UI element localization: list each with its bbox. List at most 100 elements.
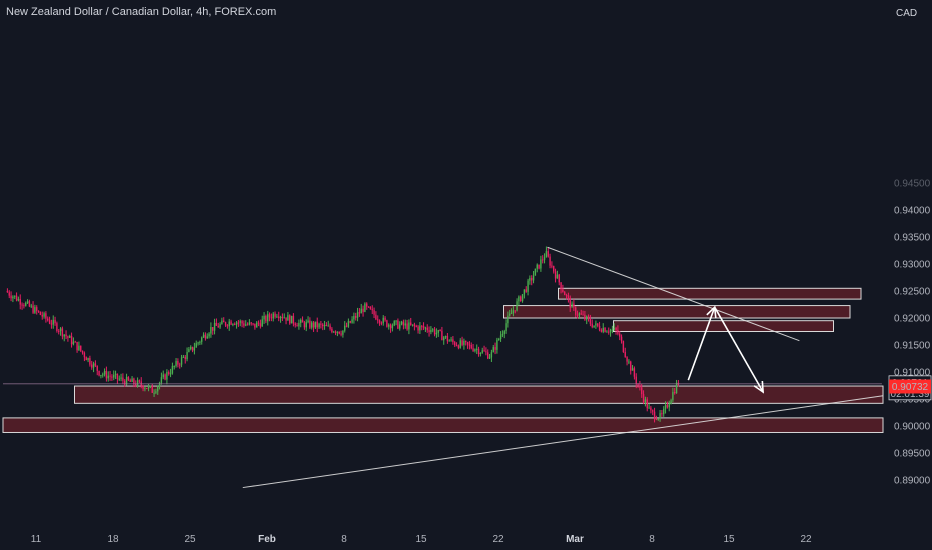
candle-down xyxy=(413,324,416,327)
candle-up xyxy=(505,323,507,332)
candle-up xyxy=(503,331,505,334)
candle-up xyxy=(290,315,293,324)
candle-down xyxy=(281,316,284,318)
candle-up xyxy=(201,337,203,342)
candle-down xyxy=(15,295,18,301)
candle-down xyxy=(421,325,423,327)
candle-down xyxy=(560,282,562,290)
x-tick-label: Mar xyxy=(566,534,584,545)
candle-up xyxy=(149,385,152,387)
candle-down xyxy=(514,310,516,312)
candle-down xyxy=(61,328,64,337)
candle-up xyxy=(490,352,493,358)
candle-down xyxy=(422,326,425,328)
candle-down xyxy=(355,316,357,318)
candle-up xyxy=(197,342,199,344)
candle-down xyxy=(111,376,113,378)
candle-up xyxy=(199,341,201,343)
candle-down xyxy=(105,370,108,379)
candle-down xyxy=(547,251,549,257)
candle-down xyxy=(74,341,76,343)
candle-down xyxy=(142,385,144,389)
candle-up xyxy=(261,319,263,327)
candle-down xyxy=(653,411,656,419)
candle-up xyxy=(586,316,588,320)
candle-down xyxy=(274,313,276,317)
candle-down xyxy=(386,320,388,327)
candle-up xyxy=(232,323,234,325)
resistance-zone-top xyxy=(558,287,862,300)
candle-down xyxy=(47,318,49,321)
candle-up xyxy=(488,357,491,359)
candle-up xyxy=(87,358,89,361)
candle-down xyxy=(433,329,436,335)
candle-up xyxy=(391,325,394,329)
currency-label: CAD xyxy=(896,8,918,19)
candle-down xyxy=(331,328,333,333)
candle-up xyxy=(72,341,75,345)
marker-price-label: 0.90732 xyxy=(892,382,929,393)
candle-up xyxy=(318,323,320,328)
candle-down xyxy=(70,335,73,345)
candle-up xyxy=(114,373,117,375)
candle-down xyxy=(215,322,218,326)
candle-down xyxy=(378,320,381,323)
candle-down xyxy=(45,313,47,319)
y-tick-label: 0.94000 xyxy=(894,206,931,217)
candle-up xyxy=(399,324,401,329)
candle-up xyxy=(411,324,414,326)
candle-up xyxy=(351,319,353,323)
candle-up xyxy=(300,319,302,323)
candle-up xyxy=(360,308,362,314)
candle-down xyxy=(6,291,9,293)
candle-down xyxy=(320,323,322,325)
candle-up xyxy=(545,251,548,258)
candle-up xyxy=(450,339,452,341)
candle-down xyxy=(138,380,141,382)
drawings-layer xyxy=(3,246,884,489)
candle-down xyxy=(367,306,370,308)
candle-up xyxy=(523,289,526,295)
candle-down xyxy=(608,331,610,333)
candle-up xyxy=(510,313,513,315)
candle-up xyxy=(664,404,667,409)
candle-up xyxy=(518,296,520,302)
candle-down xyxy=(127,376,130,381)
x-tick-label: 8 xyxy=(649,534,655,545)
candle-up xyxy=(507,315,509,324)
candle-down xyxy=(565,295,568,297)
candle-down xyxy=(67,336,69,338)
candle-down xyxy=(285,317,287,321)
candle-up xyxy=(276,316,278,318)
candle-up xyxy=(283,317,285,319)
candle-up xyxy=(595,323,597,326)
candle-up xyxy=(532,275,535,281)
candle-down xyxy=(345,325,348,327)
candle-down xyxy=(325,325,328,327)
y-tick-label: 0.91500 xyxy=(894,341,931,352)
candle-down xyxy=(426,327,428,331)
candle-down xyxy=(617,329,619,334)
candles-layer xyxy=(6,246,680,423)
candle-up xyxy=(69,335,71,338)
candle-down xyxy=(80,345,82,351)
candle-down xyxy=(322,324,324,327)
candle-up xyxy=(353,316,355,320)
candle-up xyxy=(228,321,230,327)
candle-up xyxy=(534,268,537,276)
candle-down xyxy=(54,319,56,324)
candle-down xyxy=(650,407,652,411)
candle-up xyxy=(311,322,313,328)
candle-up xyxy=(333,331,335,333)
candle-down xyxy=(494,347,496,350)
candle-down xyxy=(58,330,60,332)
candle-down xyxy=(446,336,449,342)
candle-up xyxy=(606,331,608,333)
candle-up xyxy=(190,346,192,350)
candle-up xyxy=(131,378,133,382)
candle-down xyxy=(48,320,51,324)
candle-up xyxy=(659,413,661,419)
candle-down xyxy=(83,352,86,358)
candle-up xyxy=(424,327,427,329)
